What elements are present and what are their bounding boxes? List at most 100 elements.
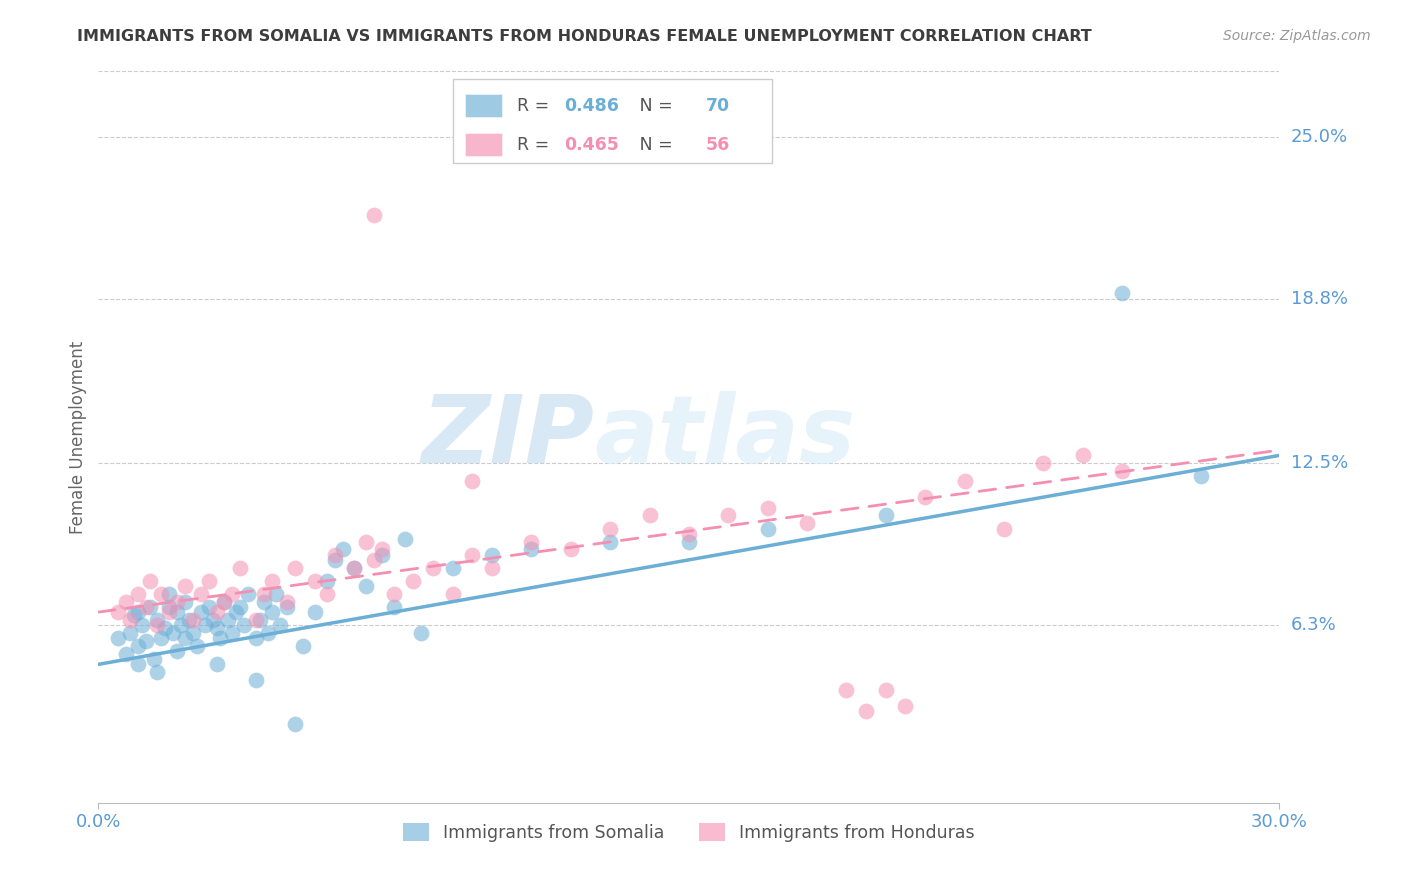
Point bbox=[304, 574, 326, 588]
Y-axis label: Female Unemployment: Female Unemployment bbox=[69, 341, 87, 533]
Point bbox=[343, 560, 366, 574]
Point bbox=[875, 683, 897, 698]
Point bbox=[264, 587, 287, 601]
Point bbox=[107, 605, 129, 619]
Point bbox=[233, 618, 256, 632]
Point bbox=[276, 594, 298, 608]
Point bbox=[205, 657, 228, 672]
Point bbox=[214, 594, 236, 608]
Point bbox=[371, 548, 394, 562]
Point bbox=[174, 632, 197, 646]
Point bbox=[181, 613, 204, 627]
Point bbox=[332, 542, 354, 557]
Text: 6.3%: 6.3% bbox=[1291, 616, 1336, 634]
Point bbox=[146, 613, 169, 627]
Point bbox=[394, 532, 416, 546]
Point bbox=[245, 632, 267, 646]
Point bbox=[162, 626, 184, 640]
Text: 70: 70 bbox=[706, 96, 730, 115]
Point bbox=[315, 574, 337, 588]
Text: IMMIGRANTS FROM SOMALIA VS IMMIGRANTS FROM HONDURAS FEMALE UNEMPLOYMENT CORRELAT: IMMIGRANTS FROM SOMALIA VS IMMIGRANTS FR… bbox=[77, 29, 1092, 44]
Point bbox=[115, 647, 138, 661]
Point bbox=[756, 500, 779, 515]
Point bbox=[993, 521, 1015, 535]
Point bbox=[194, 618, 217, 632]
Point bbox=[118, 613, 141, 627]
Point bbox=[461, 548, 484, 562]
Point bbox=[229, 599, 252, 614]
Point bbox=[253, 587, 276, 601]
Text: N =: N = bbox=[623, 96, 678, 115]
Point bbox=[155, 621, 177, 635]
Point bbox=[599, 521, 621, 535]
Point bbox=[107, 632, 129, 646]
Point bbox=[157, 599, 180, 614]
Point bbox=[284, 560, 307, 574]
Point bbox=[875, 508, 897, 523]
Point bbox=[229, 560, 252, 574]
Point bbox=[127, 587, 149, 601]
Point bbox=[638, 508, 661, 523]
Point bbox=[225, 605, 247, 619]
Point bbox=[201, 613, 224, 627]
Text: 0.486: 0.486 bbox=[564, 96, 619, 115]
Text: 0.465: 0.465 bbox=[564, 136, 619, 153]
Point bbox=[146, 665, 169, 680]
Point bbox=[520, 534, 543, 549]
Point bbox=[382, 599, 405, 614]
Text: N =: N = bbox=[623, 136, 678, 153]
Point bbox=[354, 579, 377, 593]
Point bbox=[217, 613, 239, 627]
Text: atlas: atlas bbox=[595, 391, 856, 483]
Point bbox=[796, 516, 818, 531]
Point bbox=[855, 705, 877, 719]
Point bbox=[1111, 286, 1133, 301]
Point bbox=[214, 594, 236, 608]
Point bbox=[678, 526, 700, 541]
Point bbox=[170, 618, 193, 632]
Point bbox=[260, 574, 283, 588]
Point bbox=[363, 553, 385, 567]
Point bbox=[323, 548, 346, 562]
Point bbox=[186, 639, 208, 653]
Point bbox=[135, 633, 157, 648]
Text: 25.0%: 25.0% bbox=[1291, 128, 1348, 145]
Point bbox=[127, 605, 149, 619]
Text: R =: R = bbox=[516, 136, 554, 153]
Point bbox=[835, 683, 858, 698]
Point bbox=[560, 542, 582, 557]
Point bbox=[953, 475, 976, 489]
Point bbox=[292, 639, 315, 653]
Point bbox=[304, 605, 326, 619]
Text: Source: ZipAtlas.com: Source: ZipAtlas.com bbox=[1223, 29, 1371, 43]
Point bbox=[1111, 464, 1133, 478]
Point bbox=[236, 587, 259, 601]
Point bbox=[205, 621, 228, 635]
Point bbox=[245, 613, 267, 627]
Point bbox=[205, 605, 228, 619]
Point bbox=[1189, 469, 1212, 483]
Text: R =: R = bbox=[516, 96, 554, 115]
Point bbox=[894, 699, 917, 714]
Point bbox=[118, 626, 141, 640]
Point bbox=[354, 534, 377, 549]
Point bbox=[157, 605, 180, 619]
Point bbox=[382, 587, 405, 601]
Point bbox=[284, 717, 307, 731]
Point bbox=[260, 605, 283, 619]
Point bbox=[174, 579, 197, 593]
Point bbox=[422, 560, 444, 574]
Point bbox=[678, 534, 700, 549]
Point bbox=[441, 560, 464, 574]
Point bbox=[481, 548, 503, 562]
Text: 12.5%: 12.5% bbox=[1291, 454, 1348, 472]
Point bbox=[190, 587, 212, 601]
Point bbox=[371, 542, 394, 557]
Text: ZIP: ZIP bbox=[422, 391, 595, 483]
Point bbox=[315, 587, 337, 601]
Point bbox=[411, 626, 433, 640]
FancyBboxPatch shape bbox=[464, 133, 502, 156]
Point bbox=[256, 626, 278, 640]
Point bbox=[197, 574, 219, 588]
Point bbox=[115, 594, 138, 608]
